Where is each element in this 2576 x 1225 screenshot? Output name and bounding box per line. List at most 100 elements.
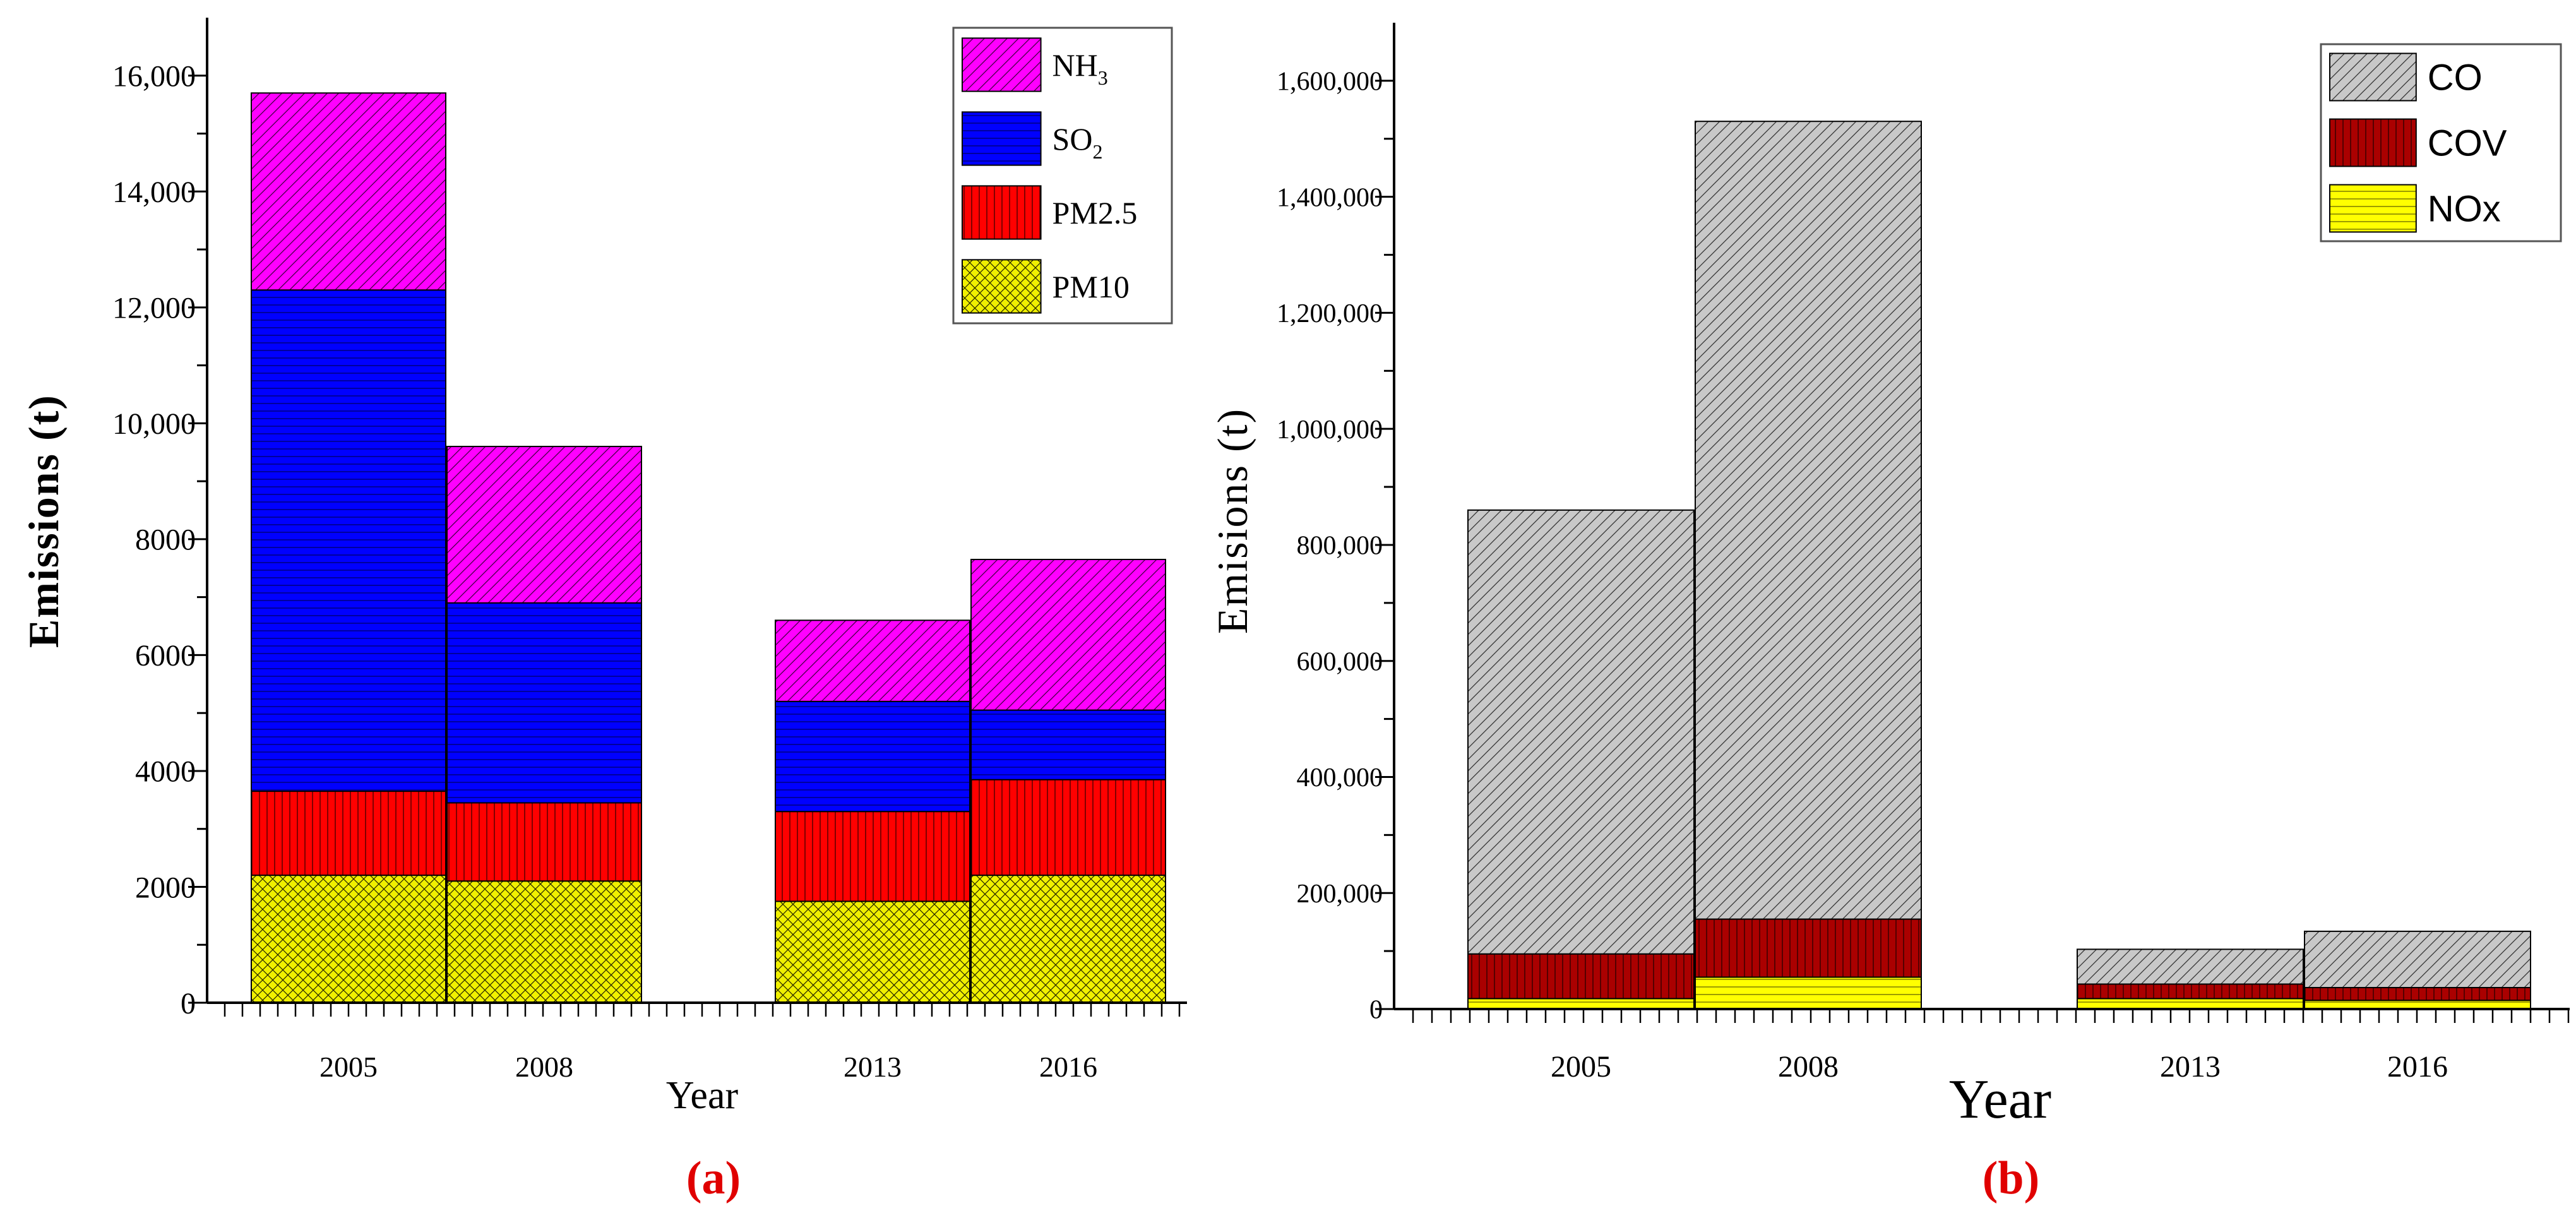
y-tick-label: 4000 — [135, 755, 196, 789]
panel-a-label: (a) — [686, 1152, 741, 1204]
panel-b-axes — [1375, 23, 2570, 1023]
x-tick-label-2005: 2005 — [319, 1051, 378, 1083]
bar-co-2005-hatch — [1467, 509, 1695, 955]
bar-cov-2008-hatch — [1695, 918, 1922, 978]
legend-item-pm10-label-main: PM10 — [1052, 269, 1130, 304]
panel-b-bars — [1467, 121, 2531, 1010]
bar-so2-2005-hatch — [251, 289, 446, 792]
bar-cov-2005 — [1467, 953, 1695, 1000]
panel-b-label: (b) — [1983, 1152, 2039, 1204]
y-tick-label: 1,400,000 — [1277, 183, 1383, 212]
legend-item-nh3-label-main: NH — [1052, 47, 1098, 83]
bar-cov-2013-hatch — [2077, 983, 2304, 1000]
bar-co-2016 — [2304, 930, 2531, 989]
legend-item-nox-swatch-hatch — [2329, 184, 2417, 233]
bar-so2-2008-hatch — [446, 602, 642, 804]
bar-so2-2008 — [446, 602, 642, 804]
bar-cov-2005-hatch — [1467, 953, 1695, 1000]
bar-cov-2008 — [1695, 918, 1922, 978]
x-tick-label-2013: 2013 — [2160, 1050, 2221, 1084]
legend-item-so2-label: SO2 — [1052, 121, 1103, 163]
bar-nh3-2005-hatch — [251, 92, 446, 291]
bar-nh3-2013 — [775, 619, 970, 702]
bar-pm25-2005-hatch — [251, 791, 446, 876]
x-tick-label-2013: 2013 — [844, 1051, 902, 1083]
bar-pm25-2013-hatch — [775, 811, 970, 902]
bar-nh3-2008-hatch — [446, 446, 642, 604]
y-tick-label: 200,000 — [1297, 880, 1383, 909]
panel-a-axes — [188, 18, 1187, 1017]
y-tick-label: 1,000,000 — [1277, 415, 1383, 445]
bar-nox-2013-hatch — [2077, 998, 2304, 1010]
y-tick-label: 800,000 — [1297, 532, 1383, 561]
bar-cov-2016 — [2304, 987, 2531, 1001]
legend-item-nh3-swatch-hatch — [962, 37, 1042, 92]
panel-a-chart: 0 2000 4000 6000 8000 10,000 12,000 14,000 16,00… — [20, 18, 1187, 1204]
bar-pm10-2016-hatch — [970, 875, 1166, 1004]
legend-item-co-label-main: CO — [2428, 57, 2483, 98]
bar-nox-2013 — [2077, 998, 2304, 1010]
legend-item-nh3-label: NH3 — [1052, 47, 1108, 89]
legend-item-co-label: CO — [2428, 57, 2483, 98]
bar-pm25-2005 — [251, 791, 446, 876]
panel-b-legend: CO COV NOx — [2320, 43, 2562, 242]
legend-item-pm10-swatch-hatch — [962, 259, 1042, 314]
bar-pm25-2016-hatch — [970, 779, 1166, 876]
bar-pm10-2016 — [970, 875, 1166, 1004]
y-tick-label: 8000 — [135, 523, 196, 557]
bar-cov-2013 — [2077, 983, 2304, 1000]
bar-co-2005 — [1467, 509, 1695, 955]
bar-co-2016-hatch — [2304, 930, 2531, 989]
legend-item-so2: SO2 — [962, 111, 1103, 166]
bar-so2-2016 — [970, 709, 1166, 780]
bar-pm10-2005-hatch — [251, 875, 446, 1004]
panel-a-bars — [251, 92, 1166, 1004]
bar-pm25-2008-hatch — [446, 802, 642, 882]
bar-pm25-2013 — [775, 811, 970, 902]
y-tick-label: 14,000 — [112, 176, 196, 209]
bar-cov-2016-hatch — [2304, 987, 2531, 1001]
legend-item-cov: COV — [2329, 118, 2507, 167]
legend-item-nox: NOx — [2329, 184, 2501, 233]
x-tick-label-2008: 2008 — [1778, 1050, 1839, 1084]
bar-nh3-2013-hatch — [775, 619, 970, 702]
bar-pm25-2008 — [446, 802, 642, 882]
legend-item-pm10-label: PM10 — [1052, 269, 1130, 304]
bar-pm10-2013 — [775, 900, 970, 1003]
panel-a-tick-labels: 0 2000 4000 6000 8000 10,000 12,000 14,000 16,00… — [112, 60, 1097, 1083]
panel-b-x-axis-label: Year — [1949, 1069, 2051, 1130]
bar-so2-2013 — [775, 700, 970, 813]
bar-nox-2008-hatch — [1695, 976, 1922, 1010]
bar-so2-2016-hatch — [970, 709, 1166, 780]
legend-item-pm25-label: PM2.5 — [1052, 195, 1138, 230]
y-tick-label: 16,000 — [112, 60, 196, 93]
bar-co-2013 — [2077, 948, 2304, 985]
bar-co-2013-hatch — [2077, 948, 2304, 985]
bar-pm25-2016 — [970, 779, 1166, 876]
legend-item-co-swatch-hatch — [2329, 52, 2417, 102]
legend-item-nox-label-main: NOx — [2428, 188, 2501, 229]
y-tick-label: 0 — [181, 987, 196, 1020]
x-tick-label-2008: 2008 — [515, 1051, 573, 1083]
legend-item-so2-label-subscript: 2 — [1092, 140, 1102, 163]
y-tick-label: 400,000 — [1297, 763, 1383, 792]
y-tick-label: 0 — [1369, 996, 1383, 1025]
bar-nox-2016-hatch — [2304, 1000, 2531, 1010]
bar-pm10-2008-hatch — [446, 880, 642, 1003]
bar-nh3-2016-hatch — [970, 559, 1166, 711]
bar-nox-2005 — [1467, 998, 1695, 1010]
legend-item-nh3: NH3 — [962, 37, 1108, 92]
y-tick-label: 10,000 — [112, 407, 196, 441]
bar-pm10-2005 — [251, 875, 446, 1004]
y-tick-label: 1,600,000 — [1277, 68, 1383, 97]
bar-nox-2008 — [1695, 976, 1922, 1010]
legend-item-nox-label: NOx — [2428, 188, 2501, 229]
panel-a-legend: NH3 SO2 PM2.5 PM10 — [952, 27, 1173, 325]
bar-co-2008-hatch — [1695, 121, 1922, 920]
legend-item-so2-swatch-hatch — [962, 111, 1042, 166]
panel-b-chart: 0 200,000 400,000 600,000 800,000 1,000,000 1,… — [1208, 23, 2570, 1204]
bar-so2-2005 — [251, 289, 446, 792]
panel-b-tick-labels: 0 200,000 400,000 600,000 800,000 1,000,000 1,… — [1277, 68, 2448, 1084]
bar-nox-2005-hatch — [1467, 998, 1695, 1010]
